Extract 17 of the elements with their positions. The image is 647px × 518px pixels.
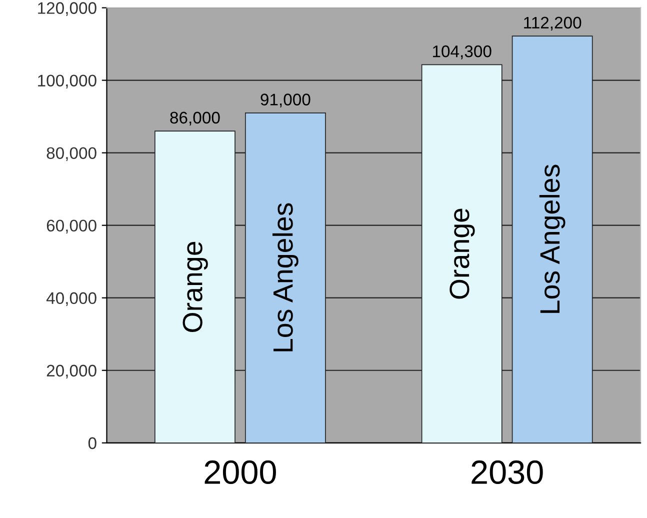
data-label: 104,300	[433, 45, 492, 60]
y-tick-label: 100,000	[38, 74, 96, 88]
data-label: 86,000	[170, 112, 220, 126]
series-label: Los Angeles	[272, 203, 298, 352]
x-tick-label: 2030	[472, 460, 543, 484]
text: Los Angeles	[539, 164, 566, 313]
text: Orange	[182, 242, 208, 332]
x-tick-label: 2000	[204, 460, 276, 484]
series-label: Orange	[450, 208, 475, 299]
y-tick-label: 80,000	[46, 147, 96, 161]
y-tick-label: 60,000	[46, 220, 96, 234]
data-label: 112,200	[524, 16, 582, 31]
data-label: 91,000	[260, 94, 310, 108]
y-tick-label: 120,000	[38, 2, 96, 16]
y-tick-label: 20,000	[46, 364, 96, 379]
y-tick-label: 0	[88, 437, 96, 450]
y-tick-label: 40,000	[46, 292, 96, 306]
